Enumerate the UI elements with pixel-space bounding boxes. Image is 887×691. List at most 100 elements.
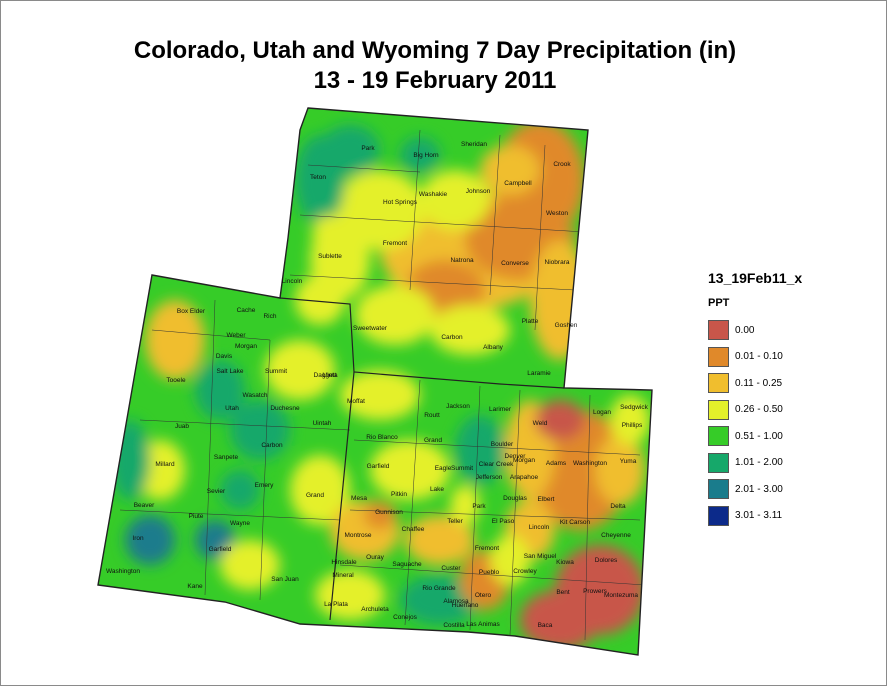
county-label: Lake xyxy=(430,486,444,493)
county-label: Morgan xyxy=(235,343,257,350)
legend-label: 3.01 - 3.11 xyxy=(735,510,783,522)
county-label: Carbon xyxy=(261,442,283,449)
precip-zone xyxy=(430,305,510,355)
ut-co-border xyxy=(329,371,355,621)
legend-swatch xyxy=(708,320,729,341)
county-line xyxy=(259,339,271,601)
county-label: Montezuma xyxy=(604,592,638,599)
county-label: Daggett xyxy=(314,372,337,379)
county-label: Sanpete xyxy=(214,454,239,461)
county-label: Crook xyxy=(553,161,571,168)
precip-zone xyxy=(220,540,280,590)
county-label: Iron xyxy=(132,535,144,542)
legend-swatch xyxy=(708,479,729,500)
county-label: San Juan xyxy=(271,576,299,583)
county-line xyxy=(204,299,216,596)
precip-zone xyxy=(420,170,490,230)
county-label: Sevier xyxy=(207,488,226,495)
legend-item: 0.01 - 0.10 xyxy=(708,344,878,371)
county-line xyxy=(289,274,576,291)
precip-zone xyxy=(610,395,650,445)
county-label: La Plata xyxy=(324,601,348,608)
county-label: Las Animas xyxy=(466,621,500,628)
county-label: San Miguel xyxy=(524,553,557,560)
county-label: Kit Carson xyxy=(560,519,591,526)
precip-zone xyxy=(400,575,480,625)
legend-item: 0.00 xyxy=(708,317,878,344)
county-label: Kane xyxy=(187,583,203,590)
precip-zone xyxy=(195,360,245,420)
legend-swatch xyxy=(708,373,729,394)
precip-zone xyxy=(230,400,290,460)
county-label: Gunnison xyxy=(375,509,403,516)
county-label: Teton xyxy=(310,174,326,181)
legend-layer-name: 13_19Feb11_x xyxy=(708,270,803,286)
precip-zone xyxy=(110,420,150,500)
county-label: Piute xyxy=(189,513,204,520)
county-label: Fremont xyxy=(475,545,499,552)
state-lines xyxy=(279,297,565,621)
county-label: Garfield xyxy=(367,463,390,470)
precip-zone xyxy=(195,520,235,560)
precip-zone xyxy=(400,137,440,173)
county-label: Chaffee xyxy=(402,526,425,533)
county-label: Mesa xyxy=(351,495,367,502)
county-label: Emery xyxy=(255,482,275,489)
county-label: Garfield xyxy=(209,546,232,553)
county-label: Montrose xyxy=(344,532,371,539)
county-label: Duchesne xyxy=(270,405,300,412)
county-label: Jackson xyxy=(446,403,470,410)
county-label: Cheyenne xyxy=(601,532,631,539)
county-line xyxy=(139,419,351,431)
precip-zone xyxy=(220,470,260,510)
precip-zone xyxy=(312,215,348,255)
county-label: Big Horn xyxy=(413,152,439,159)
county-label: Wayne xyxy=(230,520,250,527)
county-label: Goshen xyxy=(555,322,578,329)
county-label: Summit xyxy=(265,368,287,375)
precip-zones xyxy=(110,120,650,650)
legend-swatch xyxy=(708,346,729,367)
county-line xyxy=(307,164,421,173)
legend-label: 0.01 - 0.10 xyxy=(735,351,783,363)
county-label: Routt xyxy=(424,412,440,419)
county-line xyxy=(534,144,546,331)
county-label: Weston xyxy=(546,210,568,217)
county-label: Natrona xyxy=(450,257,474,264)
county-label: Clear Creek xyxy=(479,461,514,468)
county-label: Hot Springs xyxy=(383,199,418,206)
county-line xyxy=(404,379,421,626)
precip-zone xyxy=(295,135,345,225)
county-label: Douglas xyxy=(503,495,528,502)
legend-swatch xyxy=(708,505,729,526)
precip-zone xyxy=(145,300,205,380)
county-label: Custer xyxy=(441,565,461,572)
county-label: Logan xyxy=(593,409,611,416)
precip-zone xyxy=(455,415,505,485)
precip-zone xyxy=(450,485,480,525)
map-title-line1: Colorado, Utah and Wyoming 7 Day Precipi… xyxy=(133,37,737,64)
county-label: Baca xyxy=(538,622,553,629)
county-label: Denver xyxy=(505,453,527,460)
legend-items: 0.00 0.01 - 0.10 0.11 - 0.25 0.26 - 0.50… xyxy=(708,317,878,529)
county-label: Archuleta xyxy=(361,606,389,613)
county-label: Prowers xyxy=(583,588,608,595)
county-label: Hinsdale xyxy=(331,559,357,566)
county-label: Rio Blanco xyxy=(366,434,398,441)
county-line xyxy=(151,329,271,341)
precip-zone xyxy=(315,570,385,620)
county-label: Salt Lake xyxy=(216,368,243,375)
county-label: Ouray xyxy=(366,554,384,561)
precip-zone xyxy=(520,590,600,650)
precip-zone xyxy=(530,410,630,530)
county-label: Niobrara xyxy=(545,259,570,266)
county-label: Johnson xyxy=(466,188,491,195)
precip-zone xyxy=(595,435,645,505)
county-label: Summit xyxy=(451,465,473,472)
county-label: Conejos xyxy=(393,614,418,621)
county-label: Phillips xyxy=(622,422,643,429)
map-title-line2: 13 - 19 February 2011 xyxy=(313,67,557,94)
county-line xyxy=(353,439,641,456)
